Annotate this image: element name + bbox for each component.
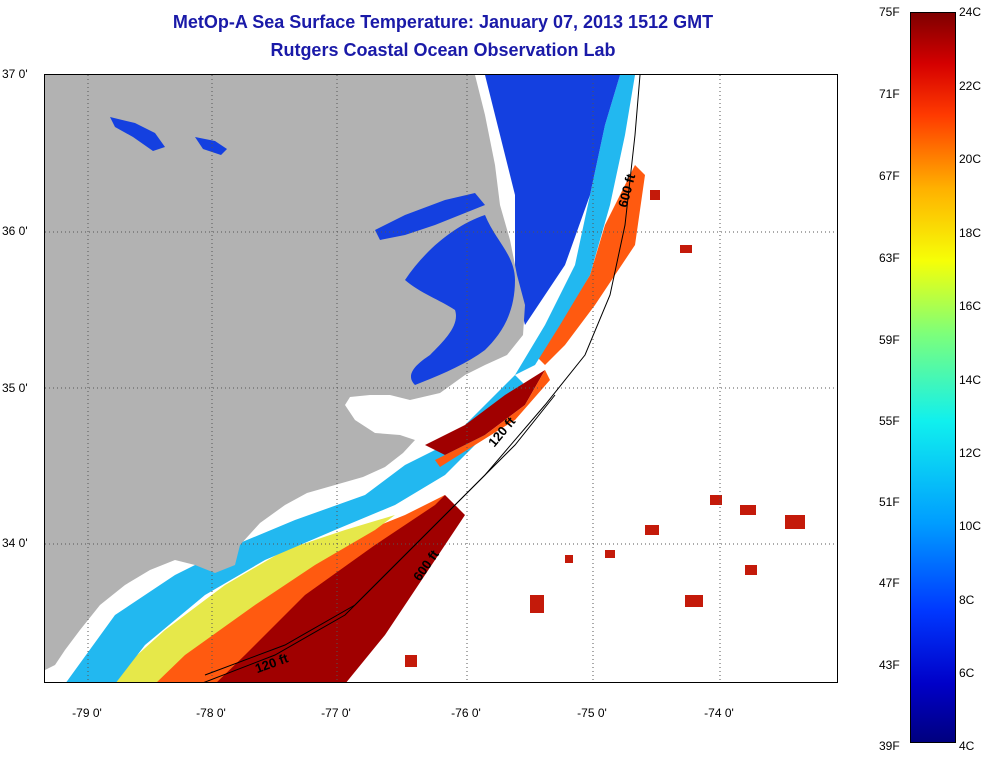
colorbar-label-75f: 75F bbox=[879, 5, 900, 19]
colorbar-label-47f: 47F bbox=[879, 576, 900, 590]
colorbar-label-16c: 16C bbox=[959, 299, 982, 313]
lat-label-34: 34 0' bbox=[2, 536, 28, 550]
albemarle-sound bbox=[375, 193, 485, 240]
colorbar-label-10c: 10C bbox=[959, 519, 982, 533]
offshore-warm-north bbox=[535, 165, 645, 365]
contour-120ft bbox=[204, 75, 641, 676]
map-subtitle: Rutgers Coastal Ocean Observation Lab bbox=[270, 40, 616, 60]
colorbar-label-63f: 63F bbox=[879, 251, 900, 265]
mild-water-band bbox=[107, 515, 395, 682]
warm-cape-hatteras-edge bbox=[435, 370, 550, 467]
cool-coastal-water bbox=[66, 375, 525, 682]
offshore-cool-north bbox=[515, 75, 635, 375]
map-frame: 600 ft 120 ft 600 ft 120 ft bbox=[44, 74, 838, 683]
lon-label-78: -78 0' bbox=[196, 706, 226, 720]
map-title: MetOp-A Sea Surface Temperature: January… bbox=[172, 12, 714, 32]
warm-water-band bbox=[137, 495, 445, 682]
colorbar-label-4c: 4C bbox=[959, 739, 975, 753]
small-water-bodies bbox=[110, 117, 227, 155]
lat-label-35: 35 0' bbox=[2, 381, 28, 395]
lon-label-77: -77 0' bbox=[321, 706, 351, 720]
lon-label-76: -76 0' bbox=[451, 706, 481, 720]
colorbar-label-18c: 18C bbox=[959, 226, 982, 240]
colorbar-label-43f: 43F bbox=[879, 658, 900, 672]
colorbar-label-55f: 55F bbox=[879, 414, 900, 428]
lon-label-75: -75 0' bbox=[577, 706, 607, 720]
lon-label-79: -79 0' bbox=[72, 706, 102, 720]
scattered-warm-patches bbox=[405, 190, 805, 667]
colorbar-label-22c: 22C bbox=[959, 79, 982, 93]
colorbar-label-12c: 12C bbox=[959, 446, 982, 460]
colorbar-label-8c: 8C bbox=[959, 593, 975, 607]
offshore-blue-north bbox=[485, 75, 620, 325]
warm-cape-hatteras bbox=[425, 370, 545, 455]
colorbar-label-39f: 39F bbox=[879, 739, 900, 753]
sst-map bbox=[45, 75, 837, 682]
colorbar-label-20c: 20C bbox=[959, 152, 982, 166]
temperature-colorbar bbox=[910, 12, 956, 743]
pamlico-sound bbox=[405, 215, 515, 385]
colorbar-label-71f: 71F bbox=[879, 87, 900, 101]
colorbar-label-14c: 14C bbox=[959, 373, 982, 387]
colorbar-label-51f: 51F bbox=[879, 495, 900, 509]
colorbar-label-59f: 59F bbox=[879, 333, 900, 347]
lon-label-74: -74 0' bbox=[704, 706, 734, 720]
colorbar-label-67f: 67F bbox=[879, 169, 900, 183]
colorbar-label-6c: 6C bbox=[959, 666, 975, 680]
lat-label-36: 36 0' bbox=[2, 224, 28, 238]
lat-label-37: 37 0' bbox=[2, 67, 28, 81]
colorbar-label-24c: 24C bbox=[959, 5, 982, 19]
